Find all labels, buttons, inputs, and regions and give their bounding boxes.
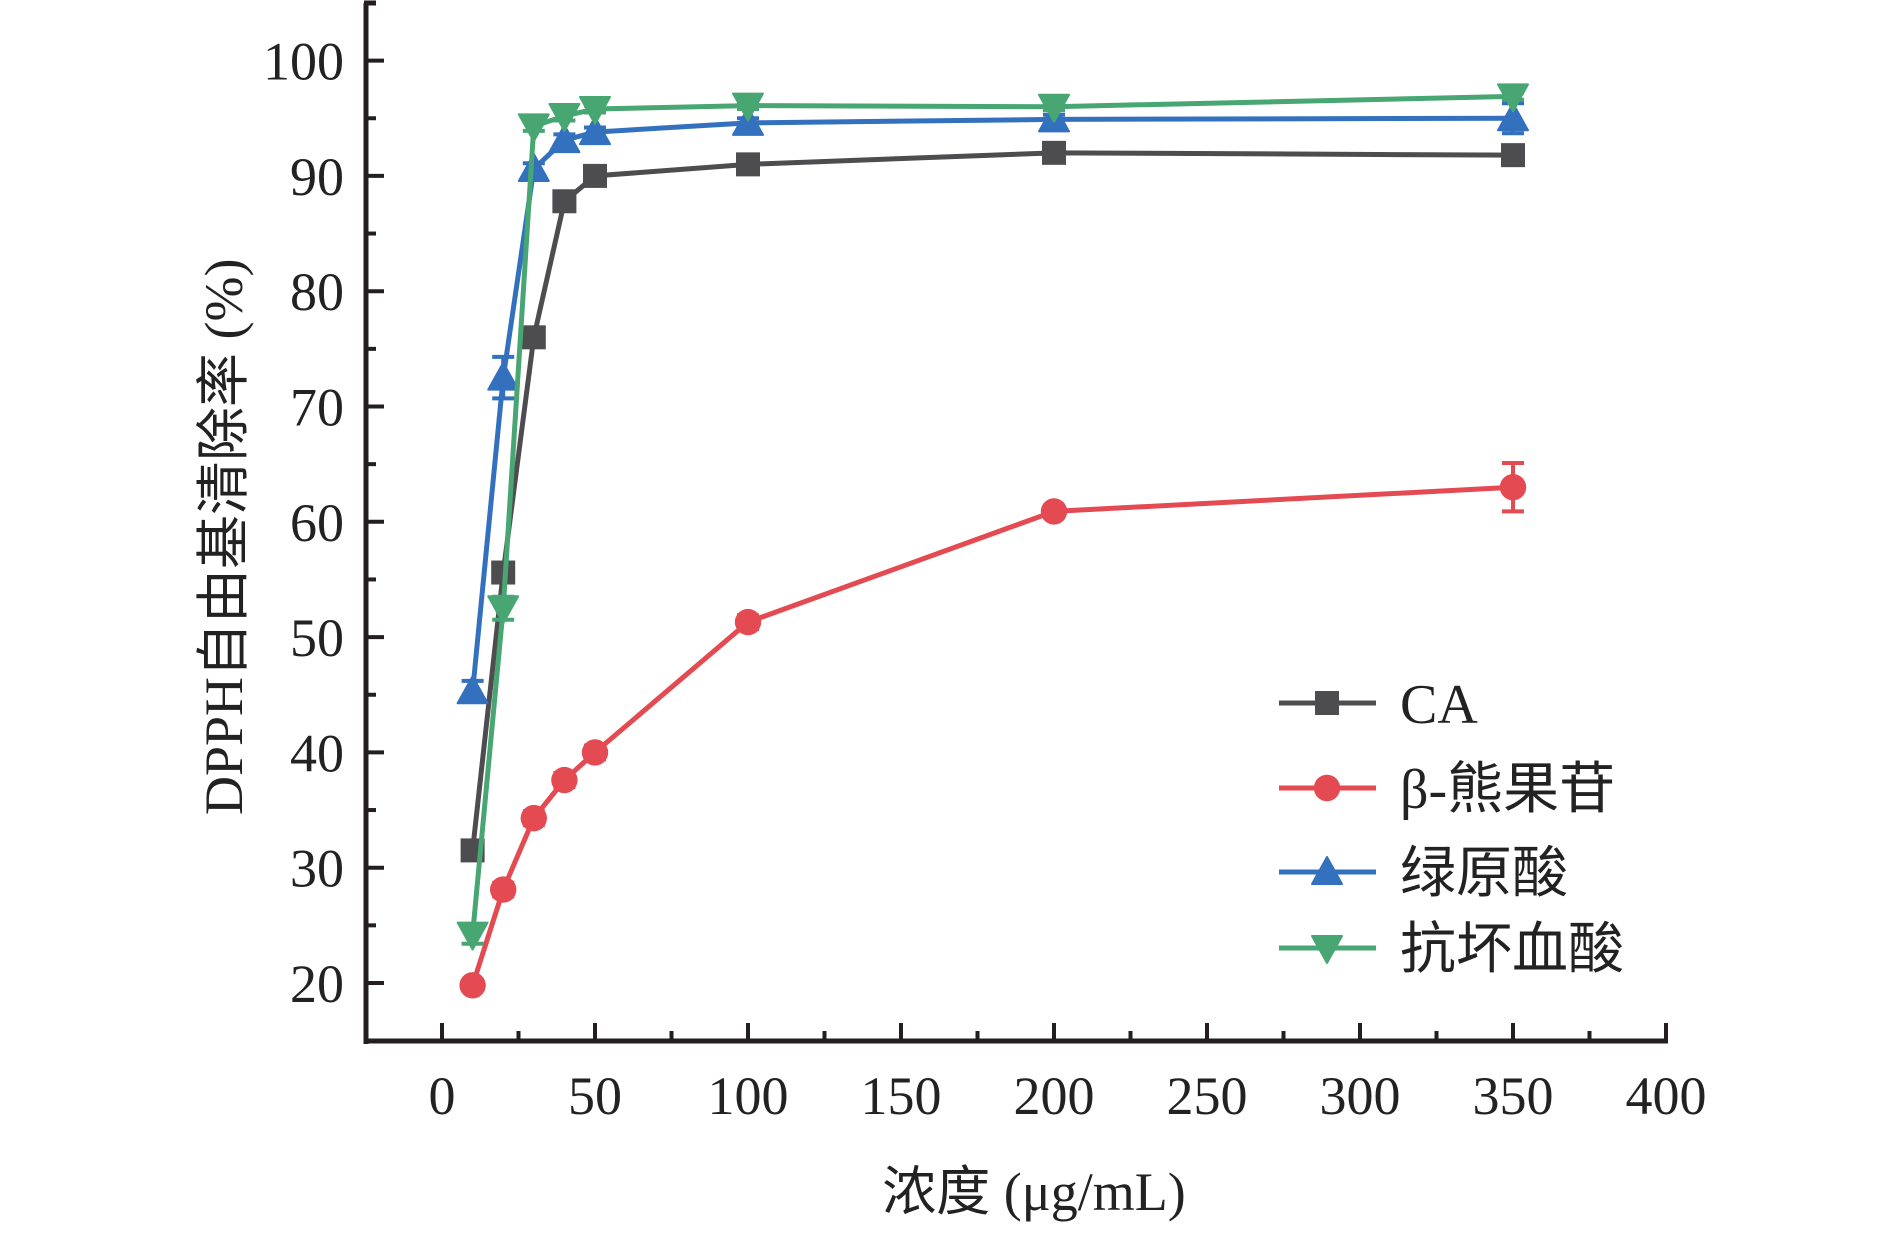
y-tick-label: 60: [290, 493, 344, 553]
data-point: [583, 163, 607, 188]
series-line: [470, 484, 1514, 987]
data-point: [579, 116, 611, 146]
x-tick-label: 100: [708, 1066, 789, 1126]
data-point: [581, 739, 609, 766]
data-point: [517, 152, 550, 182]
data-point: [1040, 498, 1068, 525]
series-line: [470, 93, 1514, 935]
y-axis-ticks: 20 30 40 50 60 70 80 90 100: [263, 0, 384, 1043]
data-point: [456, 675, 489, 705]
y-tick-label: 40: [290, 723, 344, 783]
data-point: [1501, 143, 1525, 168]
data-point: [548, 124, 581, 154]
data-point: [487, 595, 520, 625]
y-tick-label: 80: [290, 262, 344, 322]
data-point: [579, 96, 611, 126]
data-point: [736, 152, 760, 177]
y-tick-label: 70: [290, 378, 344, 438]
data-point: [459, 972, 486, 999]
x-tick-label: 250: [1167, 1066, 1248, 1126]
y-tick-label: 20: [290, 954, 344, 1014]
legend-item: β-熊果苷: [1279, 759, 1615, 821]
x-axis-ticks: 0 50 100 150 200 250 300 350 400: [429, 1023, 1707, 1126]
data-point: [1042, 140, 1066, 165]
legend-marker: [1311, 856, 1343, 885]
y-tick-label: 30: [290, 839, 344, 899]
legend-item: 绿原酸: [1279, 843, 1568, 905]
series-1: [459, 460, 1527, 999]
x-tick-label: 350: [1473, 1066, 1554, 1126]
data-point: [734, 608, 762, 636]
data-point: [490, 876, 517, 903]
data-point: [552, 189, 577, 214]
legend-label: CA: [1400, 674, 1478, 736]
x-tick-label: 0: [429, 1066, 456, 1126]
x-axis-title: 浓度 (μg/mL): [882, 1162, 1185, 1222]
series-line: [470, 150, 1514, 851]
legend-label: 抗坏血酸: [1400, 919, 1624, 981]
data-point: [520, 804, 547, 832]
legend-label: β-熊果苷: [1400, 759, 1615, 821]
x-tick-label: 150: [861, 1066, 942, 1126]
legend-marker: [1311, 935, 1343, 964]
x-tick-label: 400: [1626, 1066, 1707, 1126]
x-tick-label: 300: [1320, 1066, 1401, 1126]
data-point: [732, 92, 764, 122]
data-point: [1499, 474, 1527, 501]
data-point: [521, 325, 546, 350]
data-point: [1497, 83, 1529, 113]
data-point: [1038, 93, 1070, 123]
y-tick-label: 50: [290, 608, 344, 668]
data-point: [551, 766, 578, 794]
series-2: [456, 101, 1529, 705]
series-0: [460, 140, 1525, 863]
data-point: [548, 102, 581, 132]
data-point: [517, 113, 550, 143]
x-tick-label: 50: [568, 1066, 622, 1126]
series-layer: [456, 83, 1529, 999]
series-line: [470, 115, 1514, 692]
data-point: [487, 361, 520, 391]
y-tick-label: 90: [290, 147, 344, 207]
legend-item: 抗坏血酸: [1279, 919, 1624, 981]
legend-label: 绿原酸: [1400, 843, 1568, 905]
data-point: [1497, 102, 1529, 132]
y-axis-title: DPPH自由基清除率 (%): [194, 259, 254, 816]
legend-marker: [1313, 774, 1341, 802]
data-point: [456, 921, 489, 951]
series-3: [456, 83, 1529, 951]
legend-marker: [1315, 691, 1339, 715]
x-tick-label: 200: [1014, 1066, 1095, 1126]
y-tick-label: 100: [263, 32, 344, 92]
legend-item: CA: [1279, 674, 1478, 736]
